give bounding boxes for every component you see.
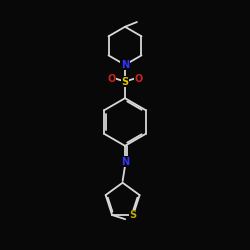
Text: N: N — [121, 60, 129, 70]
Text: O: O — [134, 74, 143, 84]
Text: N: N — [121, 157, 129, 167]
Text: O: O — [107, 74, 116, 84]
Text: S: S — [122, 76, 128, 86]
Text: S: S — [130, 210, 137, 220]
